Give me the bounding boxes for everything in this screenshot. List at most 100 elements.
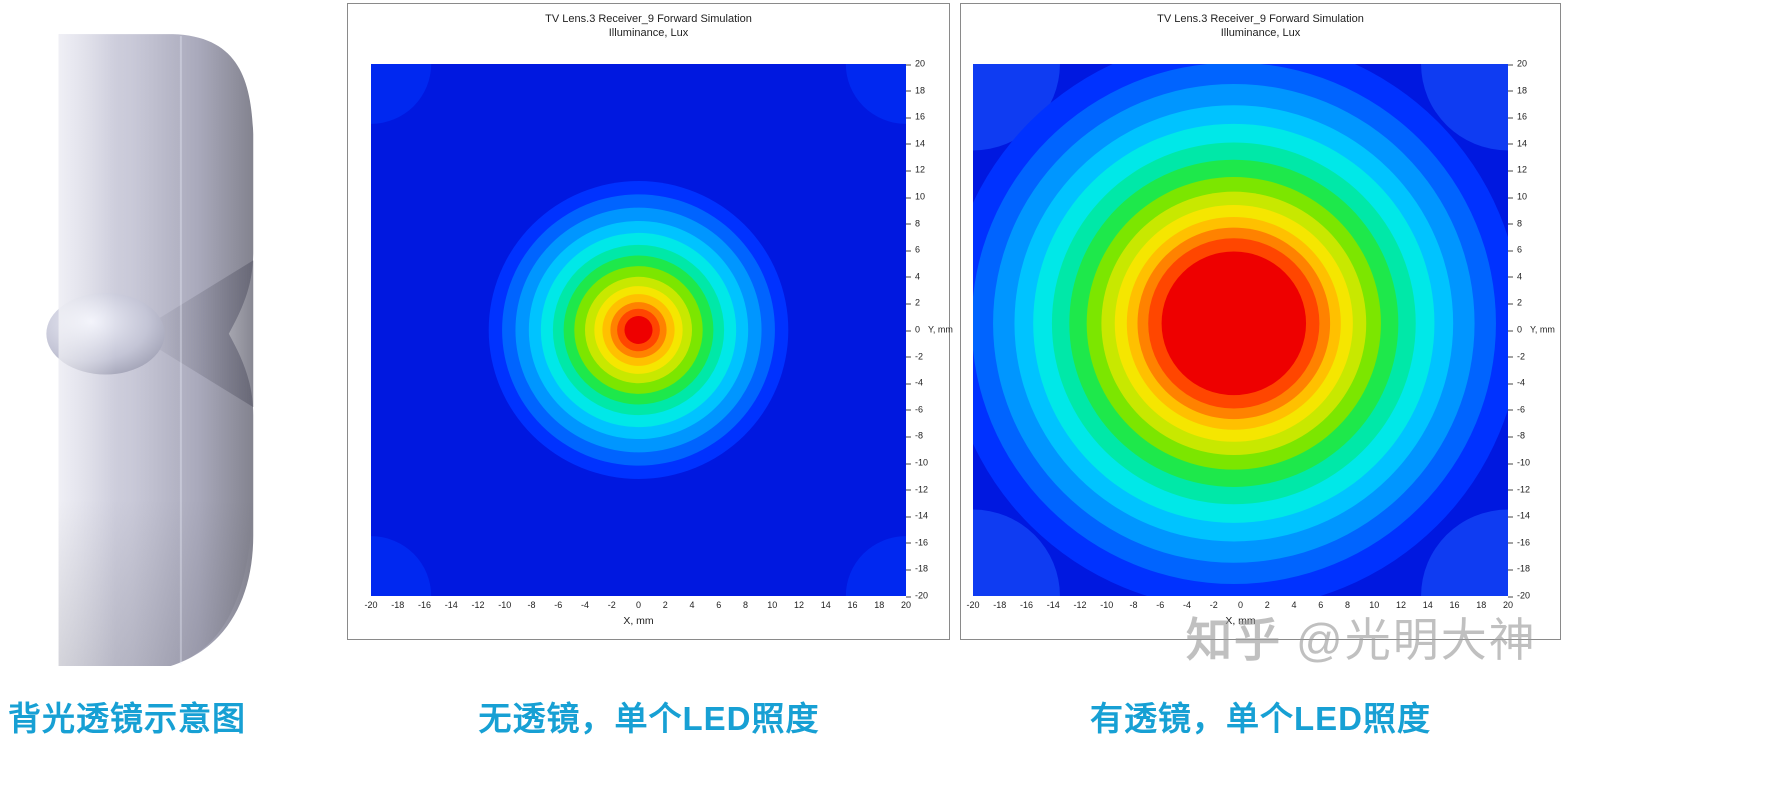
tick-label: 6 [1318, 600, 1324, 610]
tick-label: 16 [1507, 111, 1528, 122]
tick-label: -14 [444, 600, 458, 610]
tick-label: -4 [905, 377, 924, 388]
tick-label: -20 [905, 590, 929, 601]
lens-cone-recess [134, 260, 254, 408]
tick-label: 18 [905, 85, 926, 96]
watermark: 知乎 @光明大神 [1186, 604, 1537, 670]
tick-label: 4 [905, 271, 921, 282]
tick-label: 0 Y, mm [1508, 324, 1555, 335]
tick-label: -10 [498, 600, 512, 610]
tick-label: -6 [1507, 404, 1526, 415]
tick-label: -2 [607, 600, 616, 610]
x-axis: -20 -18 -16 -14 -12 -10 -8 -6 -4 -2 0 2 4 6 8 10 12 14 16 1… [364, 599, 911, 613]
tick-label: 12 [1507, 164, 1528, 175]
caption-no-lens: 无透镜，单个LED照度 [478, 700, 820, 737]
corner-patch [973, 64, 1060, 151]
tick-label: -16 [1019, 600, 1034, 610]
tick-label: 2 [1264, 600, 1270, 610]
tick-label: 4 [689, 600, 695, 610]
chart-title: TV Lens.3 Receiver_9 Forward Simulation [1157, 13, 1364, 25]
tick-label: 20 [1502, 600, 1514, 610]
corner-patch [371, 536, 432, 596]
y-axis-label: Y, mm [928, 324, 953, 335]
caption-with-lens: 有透镜，单个LED照度 [1090, 700, 1431, 737]
tick-label: -18 [391, 600, 405, 610]
tick-label: 20 [900, 600, 912, 610]
tick-label: 20 [1507, 58, 1528, 69]
tick-label: 4 [1507, 271, 1523, 282]
corner-patch [1421, 64, 1508, 151]
tick-label: -6 [554, 600, 563, 610]
corner-patch [371, 64, 432, 124]
tick-label: 14 [820, 600, 831, 610]
y-axis: -20 -18 -16 -14 -12 -10 -8 -6 -4 -2 0 Y, mm 2 4 6 8 10 12… [905, 59, 953, 600]
tick-label: -4 [580, 600, 590, 610]
tick-label: -12 [1507, 484, 1531, 495]
tick-label: 8 [1507, 218, 1523, 229]
tick-label: 16 [905, 111, 926, 122]
chart-panel-with-lens: TV Lens.3 Receiver_9 Forward Simulation … [960, 3, 1561, 640]
tick-label: 16 [1449, 600, 1460, 610]
contour-plot-area [371, 64, 906, 596]
tick-label: 4 [1291, 600, 1297, 610]
lens-3d-render [46, 34, 254, 667]
tick-label: -10 [1507, 457, 1531, 468]
tick-label: -8 [905, 430, 924, 441]
chart-subtitle: Illuminance, Lux [608, 27, 689, 39]
contour-band [1161, 251, 1307, 396]
chart-panel-no-lens: TV Lens.3 Receiver_9 Forward Simulation … [347, 3, 953, 640]
tick-label: 6 [716, 600, 722, 610]
tick-label: -4 [1507, 377, 1526, 388]
tick-label: -2 [905, 351, 924, 362]
tick-label: -16 [1507, 537, 1531, 548]
tick-label: -14 [905, 510, 929, 521]
lens-3d-figure [28, 10, 293, 682]
corner-patch [845, 536, 906, 596]
tick-label: 8 [1344, 600, 1351, 610]
tick-label: -2 [1507, 351, 1526, 362]
tick-label: -4 [1182, 600, 1192, 610]
tick-label: 2 [1507, 297, 1523, 308]
tick-label: -12 [1073, 600, 1087, 610]
tick-label: -14 [1046, 600, 1060, 610]
corner-patch [973, 509, 1060, 596]
tick-label: 18 [1476, 600, 1487, 610]
tick-label: -18 [905, 563, 929, 574]
y-axis-label: Y, mm [1530, 324, 1555, 335]
lens-caption: 背光透镜示意图 [8, 700, 246, 737]
tick-label: -20 [966, 600, 980, 610]
tick-label: 12 [905, 164, 926, 175]
tick-label: -8 [1129, 600, 1138, 610]
tick-label: 6 [1507, 244, 1523, 255]
contour-plot [973, 64, 1508, 596]
corner-patch [1421, 509, 1508, 596]
tick-label: 10 [905, 191, 926, 202]
tick-label: -18 [993, 600, 1007, 610]
tick-label: 2 [662, 600, 668, 610]
tick-label: 14 [1507, 138, 1528, 149]
x-axis-label: X, mm [623, 615, 654, 627]
lens-dome-shading [58, 498, 254, 667]
tick-label: -20 [364, 600, 378, 610]
tick-label: 8 [905, 218, 921, 229]
tick-label: 12 [1395, 600, 1407, 610]
tick-label: 10 [1369, 600, 1380, 610]
tick-label: 6 [905, 244, 921, 255]
chart-subtitle: Illuminance, Lux [1220, 27, 1301, 39]
tick-label: 14 [905, 138, 926, 149]
tick-label: 18 [1507, 85, 1528, 96]
tick-label: -12 [905, 484, 929, 495]
contour-band [624, 316, 653, 344]
tick-label: 0 [635, 600, 642, 610]
contour-plot [371, 64, 906, 596]
tick-label: -10 [1100, 600, 1114, 610]
corner-patch [845, 64, 906, 124]
tick-label: -16 [905, 537, 929, 548]
tick-label: -6 [905, 404, 924, 415]
tick-label: -8 [1507, 430, 1526, 441]
tick-label: 8 [742, 600, 749, 610]
tick-label: 10 [767, 600, 778, 610]
tick-label: -8 [527, 600, 536, 610]
tick-label: -20 [1507, 590, 1531, 601]
